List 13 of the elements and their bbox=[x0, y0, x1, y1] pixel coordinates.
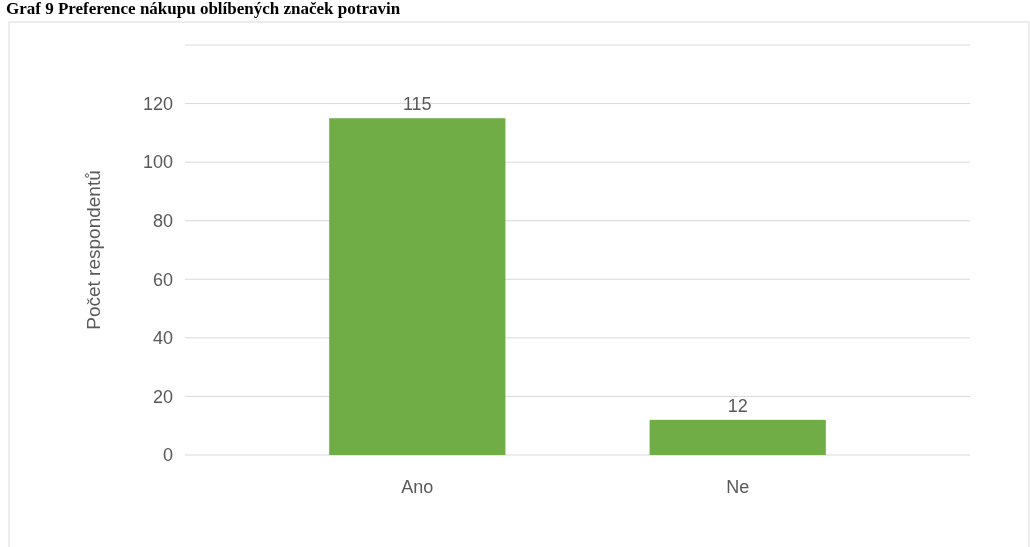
data-label: 12 bbox=[727, 395, 748, 416]
x-tick-label: Ne bbox=[726, 477, 750, 497]
chart-title: Graf 9 Preference nákupu oblíbených značek potravin bbox=[6, 0, 401, 18]
y-tick-label: 40 bbox=[152, 328, 173, 349]
y-tick-label: 120 bbox=[142, 93, 173, 114]
x-tick-label: Ano bbox=[401, 477, 434, 497]
y-axis-title: Počet respondentů bbox=[83, 170, 104, 330]
data-label: 115 bbox=[402, 94, 432, 115]
y-tick-label: 60 bbox=[152, 269, 173, 290]
y-tick-label: 80 bbox=[152, 211, 173, 232]
y-tick-label: 100 bbox=[142, 152, 173, 173]
y-tick-label: 0 bbox=[162, 445, 173, 466]
y-tick-label: 20 bbox=[152, 386, 173, 407]
